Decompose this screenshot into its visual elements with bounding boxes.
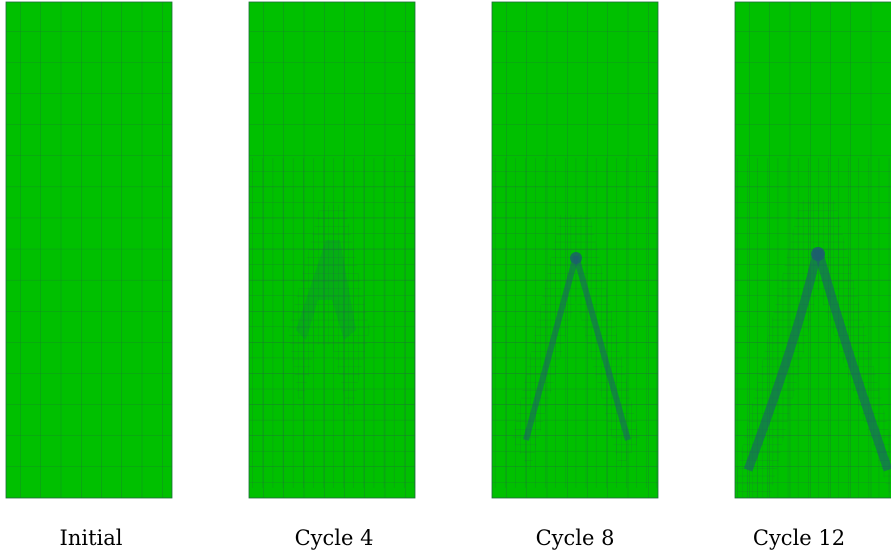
panel-cycle-4	[248, 1, 416, 499]
caption-initial: Initial	[59, 526, 123, 550]
caption-cycle-12: Cycle 12	[752, 526, 846, 550]
panel-initial	[5, 1, 173, 499]
panel-cycle-8	[491, 1, 659, 499]
caption-cycle-8: Cycle 8	[535, 526, 615, 550]
panel-cycle-12	[734, 1, 891, 499]
caption-cycle-4: Cycle 4	[294, 526, 374, 550]
